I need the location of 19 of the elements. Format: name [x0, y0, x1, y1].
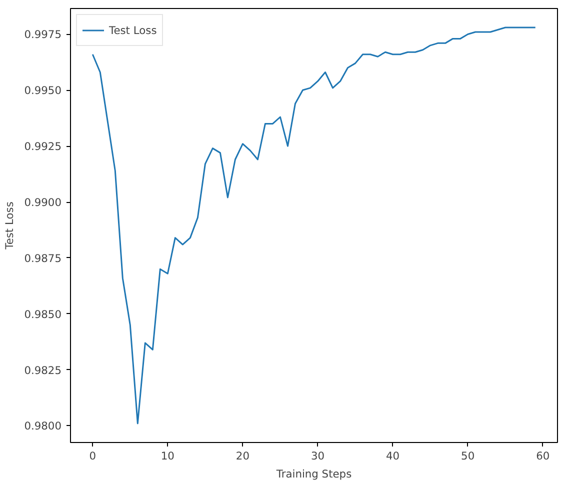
x-tick-label: 20	[236, 450, 250, 462]
y-axis-title: Test Loss	[3, 201, 16, 250]
y-tick-label: 0.9875	[24, 252, 62, 265]
x-tick-label: 40	[386, 450, 400, 462]
y-tick-label: 0.9925	[24, 140, 62, 154]
y-tick-label: 0.9800	[24, 420, 62, 433]
y-tick-label: 0.9850	[24, 308, 62, 321]
line-series	[92, 26, 536, 424]
y-tick-label: 0.9825	[24, 364, 62, 377]
x-tick-label: 50	[461, 450, 475, 462]
legend-label: Test Loss	[109, 24, 157, 36]
x-tick-label: 60	[536, 450, 550, 462]
y-tick-label: 0.9950	[24, 84, 62, 98]
y-tick-label: 0.9975	[24, 28, 62, 42]
y-tick-label: 0.9900	[24, 196, 62, 210]
x-tick-label: 30	[310, 450, 325, 462]
x-axis-title: Training Steps	[275, 468, 352, 480]
x-tick-label: 10	[160, 450, 175, 462]
x-tick-label: 0	[89, 450, 96, 462]
